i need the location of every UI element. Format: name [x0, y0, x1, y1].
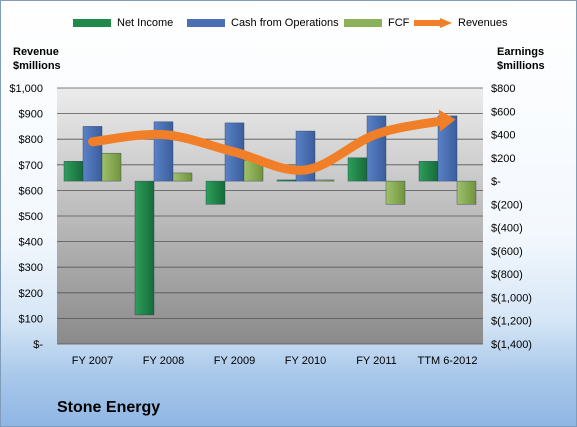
left-tick-label: $1,000: [9, 83, 43, 95]
legend-swatch-fcf: [344, 19, 382, 27]
legend-net-income: Net Income: [73, 15, 173, 31]
left-tick-label: $100: [19, 313, 43, 325]
right-tick-label: $(600): [491, 246, 523, 258]
right-tick-label: $800: [491, 83, 515, 95]
bar-fcf: [385, 180, 406, 205]
right-tick-label: $400: [491, 130, 515, 142]
right-tick-label: $(200): [491, 199, 523, 211]
bar-net-income: [134, 180, 155, 316]
bar-fcf: [172, 172, 193, 182]
right-axis-title-line-2: $millions: [497, 60, 545, 72]
legend-fcf: FCF: [344, 15, 409, 31]
right-axis-title: Earnings $millions: [497, 45, 545, 73]
bar-net-income: [347, 157, 368, 182]
bar-net-income: [276, 179, 297, 182]
legend-label-fcf: FCF: [388, 17, 410, 29]
left-axis-title-line-1: Revenue: [13, 46, 59, 58]
category-label: FY 2007: [72, 355, 113, 367]
revenues-arrowhead: [438, 109, 456, 132]
bar-fcf: [314, 179, 335, 182]
left-tick-label: $800: [19, 134, 43, 146]
right-tick-label: $-: [491, 176, 501, 188]
right-tick-label: $(1,200): [491, 316, 532, 328]
left-tick-label: $700: [19, 160, 43, 172]
category-label: TTM 6-2012: [418, 355, 478, 367]
left-tick-label: $400: [19, 237, 43, 249]
left-tick-label: $300: [19, 262, 43, 274]
left-tick-label: $200: [19, 288, 43, 300]
legend-swatch-net-income: [73, 19, 111, 27]
left-tick-label: $600: [19, 185, 43, 197]
bar-net-income: [63, 161, 84, 182]
legend-swatch-cash-from-operations: [187, 19, 225, 27]
legend-arrow-icon: [414, 18, 452, 28]
right-tick-label: $(1,000): [491, 292, 532, 304]
right-tick-label: $(1,400): [491, 339, 532, 351]
revenues-line: [88, 115, 452, 175]
bar-cash-from-operations: [82, 126, 103, 182]
right-axis-title-line-1: Earnings: [497, 46, 545, 58]
company-name: Stone Energy: [57, 399, 161, 416]
bar-fcf: [101, 152, 122, 182]
category-label: FY 2009: [214, 355, 255, 367]
category-label: FY 2008: [143, 355, 184, 367]
bar-fcf: [456, 180, 477, 205]
bar-net-income: [418, 161, 439, 182]
right-tick-label: $(800): [491, 269, 523, 281]
left-tick-label: $-: [33, 339, 43, 351]
left-axis-title: Revenue $millions: [13, 45, 61, 73]
left-tick-label: $900: [19, 109, 43, 121]
bar-net-income: [205, 180, 226, 205]
legend-cash-from-operations: Cash from Operations: [187, 15, 339, 31]
category-label: FY 2011: [356, 355, 397, 367]
left-tick-label: $500: [19, 211, 43, 223]
left-axis-title-line-2: $millions: [13, 60, 61, 72]
right-tick-label: $600: [491, 106, 515, 118]
legend-label-net-income: Net Income: [117, 17, 174, 29]
legend-label-revenues: Revenues: [458, 17, 508, 29]
right-tick-label: $200: [491, 153, 515, 165]
legend-label-cash-from-operations: Cash from Operations: [231, 17, 339, 29]
legend-revenues: Revenues: [414, 15, 508, 31]
chart-svg: $- $100 $200 $300 $400 $500 $600 $700 $800 $900 $1…: [9, 83, 532, 367]
right-tick-label: $(400): [491, 223, 523, 235]
category-label: FY 2010: [285, 355, 326, 367]
bar-cash-from-operations: [366, 115, 387, 182]
